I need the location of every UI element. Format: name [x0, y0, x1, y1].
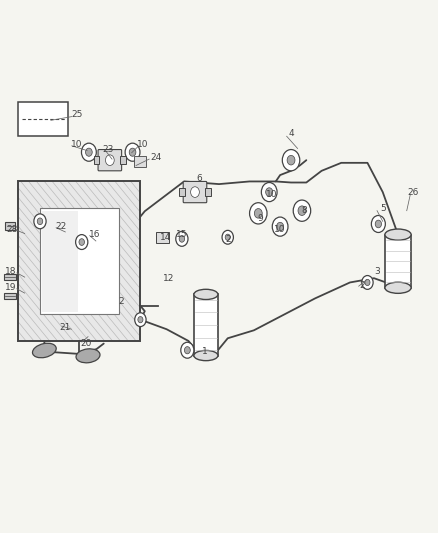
- Text: 6: 6: [197, 174, 202, 183]
- Circle shape: [287, 156, 295, 165]
- Ellipse shape: [32, 343, 56, 358]
- Ellipse shape: [194, 350, 218, 361]
- Text: 20: 20: [80, 339, 92, 348]
- Text: 23: 23: [102, 145, 113, 154]
- Bar: [179, 188, 184, 196]
- Circle shape: [276, 222, 284, 231]
- Circle shape: [191, 187, 199, 197]
- Text: 28: 28: [6, 225, 17, 234]
- Text: 9: 9: [258, 214, 263, 223]
- Ellipse shape: [385, 229, 411, 240]
- Bar: [134, 156, 146, 166]
- Ellipse shape: [385, 282, 411, 293]
- Circle shape: [179, 236, 185, 242]
- Circle shape: [293, 200, 311, 221]
- Bar: [94, 156, 99, 165]
- Circle shape: [129, 148, 136, 156]
- Circle shape: [283, 150, 300, 171]
- Circle shape: [81, 143, 96, 161]
- Text: 10: 10: [265, 190, 277, 199]
- Circle shape: [225, 234, 230, 240]
- Text: 4: 4: [288, 129, 294, 138]
- Circle shape: [365, 279, 370, 286]
- Circle shape: [138, 317, 143, 323]
- Circle shape: [222, 230, 233, 244]
- Circle shape: [184, 346, 190, 354]
- Text: 18: 18: [5, 268, 17, 276]
- Circle shape: [362, 276, 373, 289]
- Text: 26: 26: [408, 188, 419, 197]
- Text: 24: 24: [150, 153, 161, 162]
- Text: 12: 12: [163, 273, 174, 282]
- Bar: [120, 156, 126, 165]
- Circle shape: [37, 218, 43, 225]
- Text: 25: 25: [71, 110, 83, 119]
- Text: 1: 1: [202, 347, 208, 356]
- Circle shape: [85, 148, 92, 156]
- Text: 2: 2: [225, 236, 230, 245]
- FancyBboxPatch shape: [183, 181, 207, 203]
- Text: 14: 14: [160, 233, 171, 242]
- Circle shape: [371, 215, 385, 232]
- Text: 21: 21: [60, 323, 71, 332]
- Bar: [205, 188, 211, 196]
- Text: 2: 2: [118, 296, 124, 305]
- Text: 16: 16: [89, 230, 100, 239]
- Text: 10: 10: [137, 140, 148, 149]
- Bar: [40, 208, 119, 314]
- Circle shape: [79, 239, 85, 245]
- Text: 19: 19: [5, 283, 17, 292]
- Text: 5: 5: [380, 204, 385, 213]
- Text: 10: 10: [71, 140, 83, 149]
- Bar: [18, 181, 141, 341]
- Text: 3: 3: [374, 268, 380, 276]
- Circle shape: [298, 206, 306, 215]
- Circle shape: [375, 220, 381, 228]
- Circle shape: [106, 155, 114, 165]
- Circle shape: [261, 182, 277, 201]
- Bar: [194, 294, 218, 356]
- Bar: [155, 232, 169, 243]
- Bar: [6, 222, 15, 230]
- Circle shape: [250, 203, 267, 224]
- Bar: [385, 235, 411, 288]
- Bar: [18, 181, 141, 341]
- FancyBboxPatch shape: [98, 150, 122, 171]
- Text: 8: 8: [301, 206, 307, 215]
- Bar: [18, 102, 68, 136]
- Text: 22: 22: [55, 222, 67, 231]
- Bar: [4, 293, 16, 300]
- Bar: [4, 274, 16, 280]
- Circle shape: [135, 313, 146, 327]
- Bar: [42, 211, 78, 312]
- Circle shape: [34, 214, 46, 229]
- Ellipse shape: [76, 349, 100, 363]
- Circle shape: [266, 188, 273, 196]
- Text: 10: 10: [274, 225, 286, 234]
- Circle shape: [76, 235, 88, 249]
- Ellipse shape: [194, 289, 218, 300]
- Circle shape: [254, 208, 262, 218]
- Text: 2: 2: [360, 280, 365, 289]
- Circle shape: [125, 143, 140, 161]
- Circle shape: [181, 342, 194, 358]
- Text: 15: 15: [176, 230, 187, 239]
- Circle shape: [176, 231, 188, 246]
- Circle shape: [272, 217, 288, 236]
